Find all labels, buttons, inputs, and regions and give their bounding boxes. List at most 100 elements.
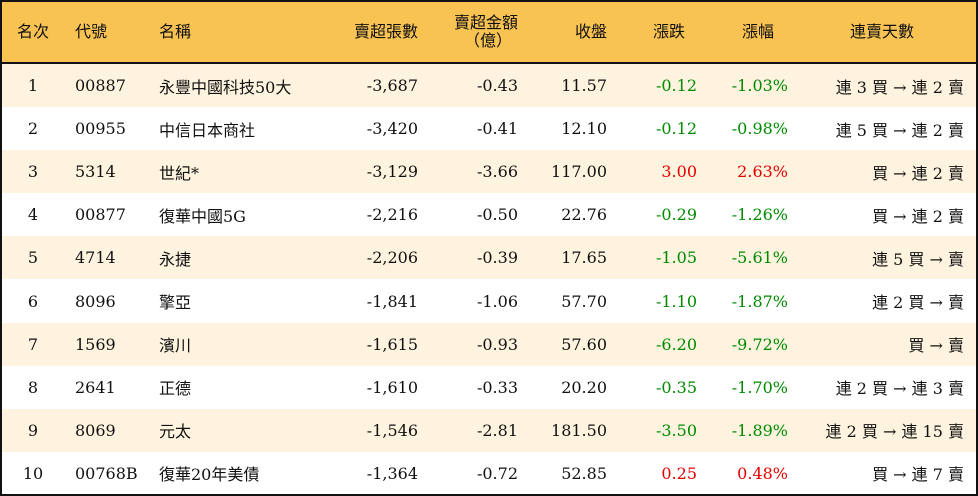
table-row: 1 00887 永豐中國科技50大 -3,687 -0.43 11.57 -0.12 -1.0… xyxy=(2,63,976,108)
net-sell-lots-cell: -1,615 xyxy=(318,322,418,366)
close-price-cell: 181.50 xyxy=(518,408,607,452)
header-net-sell-lots: 賣超張數 xyxy=(318,2,418,64)
net-sell-lots-cell: -1,364 xyxy=(366,463,418,483)
streak-cell: 買 → 連 2 賣 xyxy=(788,150,976,194)
header-code: 代號 xyxy=(64,2,148,64)
change-pct-cell: 2.63% xyxy=(697,150,788,194)
rank-cell: 7 xyxy=(2,322,64,366)
net-sell-amount-cell: -0.50 xyxy=(476,205,518,225)
change-pct-cell: -0.98% xyxy=(731,119,788,139)
header-streak: 連賣天數 xyxy=(788,2,976,64)
rank-cell: 8 xyxy=(27,377,39,397)
name-cell: 永豐中國科技50大 xyxy=(148,63,318,108)
name-cell: 中信日本商社 xyxy=(159,120,256,140)
close-price-cell: 57.60 xyxy=(518,322,607,366)
code-cell: 8069 xyxy=(64,408,148,452)
change-cell: 0.25 xyxy=(661,463,697,483)
change-pct-cell: -1.87% xyxy=(731,291,788,311)
net-sell-lots-cell: -2,206 xyxy=(318,236,418,280)
name-cell: 復華20年美債 xyxy=(159,465,260,485)
streak-cell: 連 5 買 → 連 2 賣 xyxy=(835,120,964,140)
header-net-sell-amount-label: 賣超金額 xyxy=(453,13,518,32)
table-row: 9 8069 元太 -1,546 -2.81 181.50 -3.50 -1.89% 連 2 買… xyxy=(2,408,976,452)
streak-cell: 連 5 買 → 賣 xyxy=(788,236,976,280)
net-sell-lots-cell: -3,420 xyxy=(366,119,418,139)
name-cell: 永捷 xyxy=(148,236,318,280)
code-cell: 4714 xyxy=(64,236,148,280)
code-cell: 00887 xyxy=(64,63,148,108)
name-cell: 正德 xyxy=(159,379,192,399)
change-cell: -0.12 xyxy=(655,119,697,139)
change-cell: -0.35 xyxy=(655,377,697,397)
streak-cell: 連 2 買 → 賣 xyxy=(872,293,964,313)
header-change-pct: 漲幅 xyxy=(697,2,788,64)
code-cell: 1569 xyxy=(64,322,148,366)
code-cell: 00877 xyxy=(75,205,126,225)
name-cell: 元太 xyxy=(148,408,318,452)
net-sell-lots-cell: -1,841 xyxy=(366,291,418,311)
close-price-cell: 11.57 xyxy=(518,63,607,108)
rank-cell: 4 xyxy=(27,205,39,225)
close-price-cell: 12.10 xyxy=(561,119,607,139)
header-net-sell-amount: 賣超金額 （億） xyxy=(418,2,518,64)
change-pct-cell: 0.48% xyxy=(737,463,788,483)
net-sell-amount-cell: -0.39 xyxy=(418,236,518,280)
header-name: 名稱 xyxy=(148,2,318,64)
table-body: 1 00887 永豐中國科技50大 -3,687 -0.43 11.57 -0.12 -1.0… xyxy=(2,63,976,495)
code-cell: 5314 xyxy=(64,150,148,194)
streak-cell: 買 → 連 2 賣 xyxy=(872,206,964,226)
net-sell-lots-cell: -2,216 xyxy=(366,205,418,225)
code-cell: 8096 xyxy=(75,291,116,311)
change-cell: -3.50 xyxy=(607,408,697,452)
header-row: 名次 代號 名稱 賣超張數 賣超金額 （億） 收盤 漲跌 漲幅 連賣天數 xyxy=(2,2,976,64)
table-row: 6 8096 擎亞 -1,841 -1.06 57.70 -1.10 -1.87% 連 2 買 … xyxy=(2,279,976,322)
net-sell-lots-cell: -1,610 xyxy=(366,377,418,397)
rank-cell: 5 xyxy=(2,236,64,280)
name-cell: 復華中國5G xyxy=(159,206,246,226)
net-sell-amount-cell: -0.93 xyxy=(418,322,518,366)
change-cell: -0.12 xyxy=(607,63,697,108)
streak-cell: 連 2 買 → 連 15 賣 xyxy=(788,408,976,452)
net-sell-amount-cell: -0.41 xyxy=(476,119,518,139)
change-pct-cell: -1.26% xyxy=(731,205,788,225)
streak-cell: 連 2 買 → 連 3 賣 xyxy=(835,379,964,399)
change-cell: -0.29 xyxy=(655,205,697,225)
change-pct-cell: -1.03% xyxy=(697,63,788,108)
streak-cell: 買 → 連 7 賣 xyxy=(872,465,964,485)
net-sell-lots-cell: -3,687 xyxy=(318,63,418,108)
close-price-cell: 22.76 xyxy=(561,205,607,225)
header-rank: 名次 xyxy=(2,2,64,64)
table-row: 4 00877 復華中國5G -2,216 -0.50 22.76 -0.29 -1.26% 買… xyxy=(2,193,976,236)
net-sell-lots-cell: -1,546 xyxy=(318,408,418,452)
net-sell-amount-cell: -0.72 xyxy=(476,463,518,483)
code-cell: 00768B xyxy=(75,463,138,483)
code-cell: 00955 xyxy=(75,119,126,139)
header-change: 漲跌 xyxy=(607,2,697,64)
close-price-cell: 17.65 xyxy=(518,236,607,280)
rank-cell: 6 xyxy=(27,291,39,311)
header-close: 收盤 xyxy=(518,2,607,64)
change-cell: -1.05 xyxy=(607,236,697,280)
net-sell-amount-cell: -0.33 xyxy=(476,377,518,397)
header-net-sell-amount-unit: （億） xyxy=(463,31,512,50)
change-pct-cell: -1.89% xyxy=(697,408,788,452)
name-cell: 濱川 xyxy=(148,322,318,366)
table-row: 2 00955 中信日本商社 -3,420 -0.41 12.10 -0.12 -0.98% 連… xyxy=(2,107,976,150)
table-row: 5 4714 永捷 -2,206 -0.39 17.65 -1.05 -5.61% 連 5 買 … xyxy=(2,236,976,280)
streak-cell: 連 3 買 → 連 2 賣 xyxy=(788,63,976,108)
change-pct-cell: -5.61% xyxy=(697,236,788,280)
net-sell-amount-cell: -1.06 xyxy=(476,291,518,311)
net-sell-lots-cell: -3,129 xyxy=(318,150,418,194)
net-sell-amount-cell: -0.43 xyxy=(418,63,518,108)
close-price-cell: 20.20 xyxy=(561,377,607,397)
close-price-cell: 52.85 xyxy=(561,463,607,483)
table-row: 7 1569 濱川 -1,615 -0.93 57.60 -6.20 -9.72% 買 → 賣 xyxy=(2,322,976,366)
close-price-cell: 57.70 xyxy=(561,291,607,311)
table-row: 3 5314 世紀* -3,129 -3.66 117.00 3.00 2.63% 買 → 連 … xyxy=(2,150,976,194)
name-cell: 擎亞 xyxy=(159,293,192,313)
rank-cell: 9 xyxy=(2,408,64,452)
change-pct-cell: -9.72% xyxy=(697,322,788,366)
rank-cell: 1 xyxy=(2,63,64,108)
net-sell-amount-cell: -2.81 xyxy=(418,408,518,452)
